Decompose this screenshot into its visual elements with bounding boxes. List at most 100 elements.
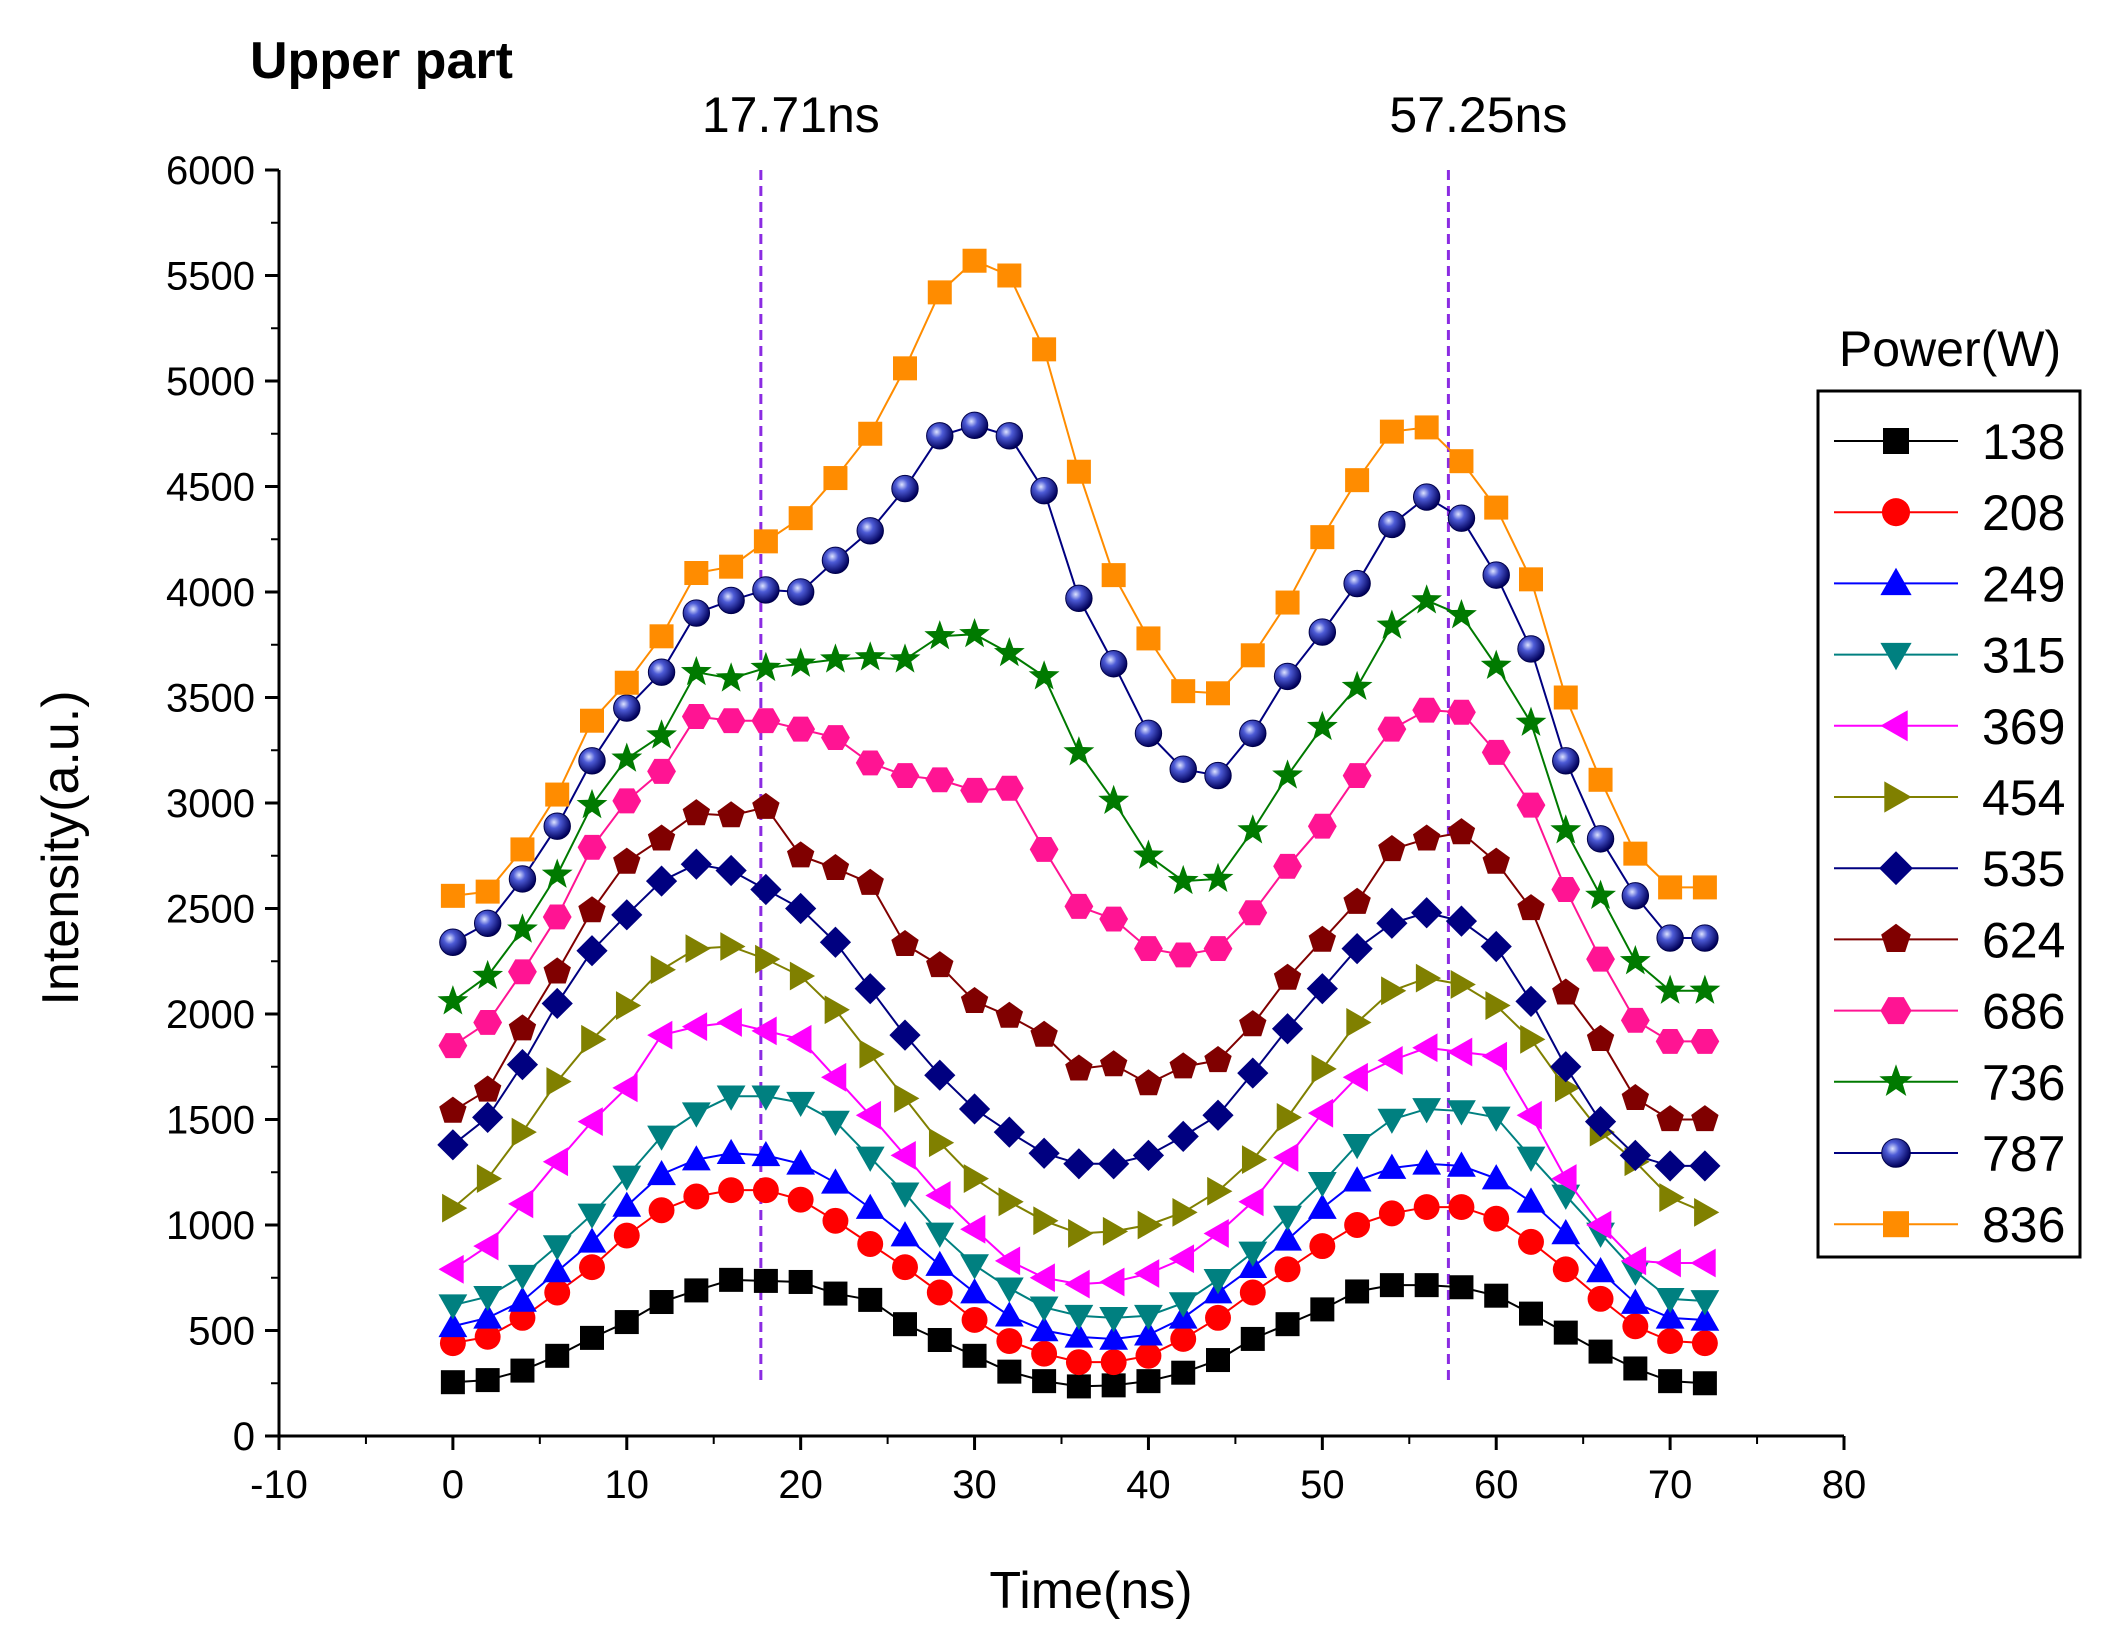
data-point [1311,1054,1337,1084]
data-point [611,742,643,772]
data-point [440,883,465,908]
data-point [1690,1248,1716,1278]
data-point [1377,1153,1407,1179]
data-point [1306,710,1338,741]
data-point [715,854,747,887]
data-point [473,1303,503,1329]
data-point [894,1084,920,1113]
data-point [823,466,848,491]
x-tick-label: 70 [1648,1463,1693,1507]
data-point [508,1189,534,1219]
series-138 [440,1267,1717,1399]
data-point [716,708,746,734]
data-point [1412,1149,1442,1175]
data-point [995,1001,1024,1028]
data-point [1619,1139,1651,1171]
data-point [1241,1145,1268,1174]
data-point [1691,1105,1719,1132]
data-point [821,725,850,751]
data-point [752,1177,779,1204]
legend-item: 315 [1834,628,2065,684]
data-point [1204,1046,1232,1073]
data-point [1481,1164,1511,1190]
data-point [1205,1304,1231,1331]
data-point [1692,875,1717,900]
chart-title: Upper part [250,32,513,90]
series-369 [438,1008,1716,1299]
data-point [889,1019,921,1051]
data-point [580,1325,604,1350]
data-point [1552,978,1580,1005]
data-point [438,1311,468,1338]
data-point [1064,1269,1090,1299]
data-point [545,782,570,807]
data-point [1481,1041,1508,1071]
legend-item: 686 [1834,984,2065,1040]
data-point [994,1301,1024,1327]
data-point [1307,1172,1337,1198]
data-point [1202,862,1234,893]
data-point [649,1290,674,1315]
data-point [1447,504,1476,532]
data-point [1065,1054,1093,1081]
data-point [1203,936,1233,962]
data-point [893,1312,917,1337]
y-tick-label: 2500 [166,888,255,932]
data-point [542,1257,572,1283]
x-tick-label: 0 [442,1463,464,1507]
data-point [1239,1279,1266,1306]
data-point [1481,739,1511,765]
data-point [789,961,816,991]
data-point [1692,1371,1717,1396]
data-point [1656,1105,1684,1132]
data-point [1520,1024,1546,1054]
data-point [647,658,676,686]
data-point [472,1101,504,1133]
data-point [542,1147,569,1177]
legend-label: 249 [1982,556,2065,612]
data-point [647,1020,673,1050]
data-point [1619,945,1651,975]
data-point [437,1129,469,1161]
data-point [1099,1307,1129,1333]
data-point [1168,1244,1195,1274]
data-point [1376,609,1408,639]
y-tick-label: 2000 [166,993,255,1037]
data-point [719,1267,744,1292]
reference-lines: 17.71ns 57.25ns [702,87,1567,1381]
data-point [1342,1166,1372,1192]
data-point [1099,650,1128,678]
data-point [1485,991,1511,1020]
data-point [751,1085,781,1111]
data-point [1064,1322,1094,1348]
data-point [855,750,885,776]
data-point [996,1328,1023,1355]
data-point [855,1146,885,1172]
legend-marker [1879,851,1913,886]
data-point [1341,932,1373,965]
data-point [546,1067,572,1096]
data-point [442,1193,468,1223]
data-point [1102,1216,1129,1246]
data-point [1207,1176,1233,1206]
data-point [1167,1120,1199,1152]
data-point [1447,1151,1476,1177]
data-point [508,1264,537,1291]
data-point [1690,1305,1720,1331]
data-point [647,1159,676,1186]
data-point [1379,419,1404,444]
data-point [473,1009,503,1035]
data-point [821,546,850,575]
data-point [960,1214,986,1244]
data-point [1032,337,1057,362]
data-point [1342,763,1372,789]
y-tick-label: 3000 [166,782,255,826]
data-point [1167,864,1199,895]
data-point [1587,1285,1614,1312]
data-point [1206,1348,1230,1373]
legend-label: 836 [1982,1197,2065,1253]
series-535 [437,848,1721,1182]
data-point [682,599,711,627]
data-point [1447,699,1476,725]
data-point [1204,761,1232,790]
